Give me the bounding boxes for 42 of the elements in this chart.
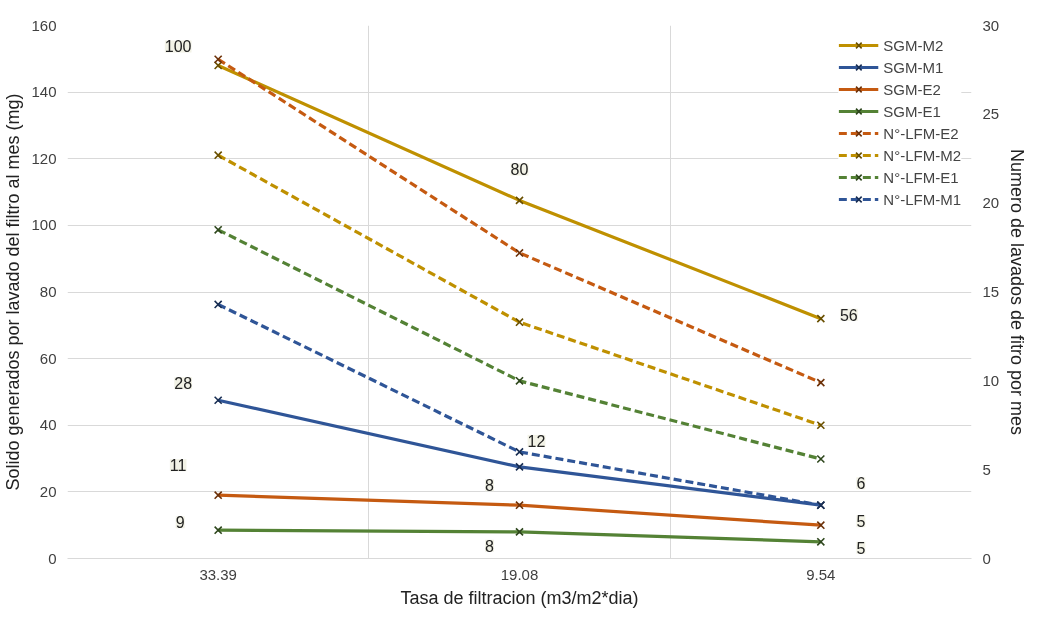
annotation: 5 — [856, 539, 866, 557]
y2-tick-label: 25 — [982, 105, 1000, 123]
annotation: 11 — [169, 457, 187, 475]
x-tick-label: 9.54 — [806, 565, 836, 583]
y2-tick-label: 20 — [982, 194, 1000, 212]
y-tick-label: 20 — [39, 482, 57, 500]
legend-label: N°-LFM-E1 — [883, 168, 959, 186]
y-tick-label: 0 — [48, 549, 57, 567]
legend-label: N°-LFM-M2 — [883, 146, 961, 164]
y-tick-label: 140 — [31, 83, 57, 101]
annotation: 5 — [856, 513, 866, 531]
y2-tick-label: 0 — [982, 549, 991, 567]
legend-label: N°-LFM-E2 — [883, 124, 959, 142]
y2-tick-label: 30 — [982, 16, 1000, 34]
annotation: 80 — [510, 161, 529, 179]
x-tick-label: 33.39 — [199, 565, 237, 583]
y-tick-label: 40 — [39, 416, 57, 434]
legend-label: SGM-M1 — [883, 58, 944, 76]
legend-label: N°-LFM-M1 — [883, 190, 961, 208]
annotation: 56 — [839, 306, 858, 324]
x-tick-label: 19.08 — [500, 565, 539, 583]
annotation: 9 — [175, 514, 185, 532]
annotation: 6 — [856, 475, 866, 493]
annotation: 8 — [485, 477, 495, 495]
y-tick-label: 100 — [31, 216, 57, 234]
y2-tick-label: 15 — [982, 283, 1000, 300]
y2-tick-label: 10 — [982, 371, 1000, 389]
y-tick-label: 60 — [39, 349, 57, 367]
y-tick-label: 160 — [31, 16, 57, 34]
legend-label: SGM-M2 — [883, 36, 944, 54]
x-axis-title: Tasa de filtracion (m3/m2*dia) — [400, 587, 639, 608]
y-tick-label: 80 — [39, 283, 57, 300]
y-axis-title: Solido generados por lavado del filtro al mes (mg) — [3, 93, 24, 491]
y2-tick-label: 5 — [982, 460, 991, 478]
y-tick-label: 120 — [31, 149, 57, 167]
annotation: 8 — [485, 537, 495, 555]
legend-label: SGM-E2 — [883, 80, 941, 98]
annotation: 12 — [527, 432, 546, 450]
annotation: 100 — [164, 38, 192, 56]
legend-label: SGM-E1 — [883, 102, 941, 120]
y2-axis-title: Numero de lavados de fitro por mes — [1007, 148, 1028, 436]
annotation: 28 — [174, 375, 193, 393]
